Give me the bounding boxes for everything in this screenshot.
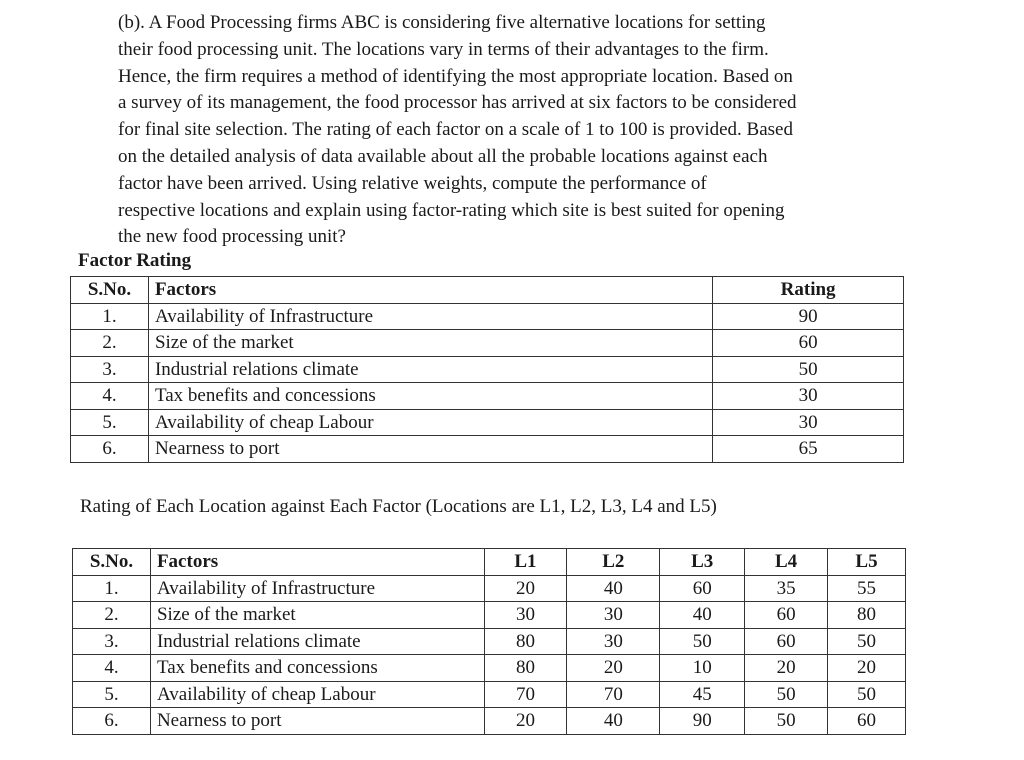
header-l1: L1 (483, 548, 568, 576)
cell-rating: 60 (712, 329, 904, 357)
question-line: the new food processing unit? (118, 226, 346, 248)
table-row: 6. Nearness to port 20 40 90 50 60 (72, 707, 906, 735)
cell-sno: 4. (70, 382, 149, 410)
question-line: their food processing unit. The location… (118, 38, 769, 60)
cell-sno: 3. (70, 355, 149, 383)
cell-sno: 3. (72, 627, 151, 655)
header-l3: L3 (659, 548, 746, 576)
cell-l5: 50 (827, 680, 906, 708)
table-header-row: S.No. Factors Rating (70, 276, 904, 304)
cell-l4: 35 (744, 574, 829, 602)
header-l4: L4 (744, 548, 829, 576)
cell-l5: 50 (827, 627, 906, 655)
cell-factor: Size of the market (147, 329, 714, 357)
cell-l5: 60 (827, 707, 906, 735)
question-line: respective locations and explain using f… (118, 199, 785, 221)
header-sno: S.No. (70, 276, 149, 304)
header-sno: S.No. (72, 548, 151, 576)
cell-rating: 50 (712, 355, 904, 383)
cell-sno: 1. (72, 574, 151, 602)
cell-l2: 20 (566, 654, 661, 682)
cell-factor: Nearness to port (149, 707, 485, 735)
cell-l2: 40 (566, 707, 661, 735)
cell-rating: 30 (712, 382, 904, 410)
cell-l4: 50 (744, 680, 829, 708)
table-header-row: S.No. Factors L1 L2 L3 L4 L5 (72, 548, 906, 576)
cell-sno: 2. (70, 329, 149, 357)
cell-l5: 20 (827, 654, 906, 682)
cell-rating: 90 (712, 302, 904, 330)
cell-sno: 1. (70, 302, 149, 330)
cell-factor: Size of the market (149, 601, 485, 629)
cell-l3: 90 (659, 707, 746, 735)
cell-rating: 65 (712, 435, 904, 463)
location-table-caption: Rating of Each Location against Each Fac… (80, 496, 717, 517)
location-rating-table: S.No. Factors L1 L2 L3 L4 L5 1. Availabil… (72, 548, 906, 735)
table-row: 2. Size of the market 30 30 40 60 80 (72, 601, 906, 629)
cell-l2: 30 (566, 627, 661, 655)
cell-factor: Industrial relations climate (149, 627, 485, 655)
factor-rating-table: S.No. Factors Rating 1. Availability of I… (70, 276, 904, 463)
cell-rating: 30 (712, 408, 904, 436)
table-row: 3. Industrial relations climate 50 (70, 355, 904, 383)
cell-l3: 50 (659, 627, 746, 655)
cell-l2: 40 (566, 574, 661, 602)
cell-l1: 20 (483, 574, 568, 602)
cell-l3: 10 (659, 654, 746, 682)
cell-l4: 50 (744, 707, 829, 735)
cell-sno: 2. (72, 601, 151, 629)
cell-l4: 60 (744, 627, 829, 655)
table-row: 1. Availability of Infrastructure 20 40 60 35… (72, 574, 906, 602)
cell-l3: 40 (659, 601, 746, 629)
cell-l2: 30 (566, 601, 661, 629)
table-row: 4. Tax benefits and concessions 30 (70, 382, 904, 410)
table-row: 6. Nearness to port 65 (70, 435, 904, 463)
table-row: 1. Availability of Infrastructure 90 (70, 302, 904, 330)
question-line: for final site selection. The rating of … (118, 119, 793, 141)
cell-l1: 20 (483, 707, 568, 735)
table-row: 4. Tax benefits and concessions 80 20 10 20 20 (72, 654, 906, 682)
cell-factor: Tax benefits and concessions (149, 654, 485, 682)
cell-l4: 60 (744, 601, 829, 629)
cell-l1: 80 (483, 654, 568, 682)
cell-l5: 55 (827, 574, 906, 602)
cell-l1: 70 (483, 680, 568, 708)
header-factors: Factors (147, 276, 714, 304)
cell-factor: Nearness to port (147, 435, 714, 463)
cell-sno: 5. (70, 408, 149, 436)
factor-rating-heading: Factor Rating (78, 250, 192, 271)
question-line: a survey of its management, the food pro… (118, 92, 797, 114)
question-line: factor have been arrived. Using relative… (118, 172, 707, 194)
header-l2: L2 (566, 548, 661, 576)
cell-l1: 30 (483, 601, 568, 629)
cell-l3: 45 (659, 680, 746, 708)
cell-factor: Availability of Infrastructure (149, 574, 485, 602)
question-line: on the detailed analysis of data availab… (118, 145, 768, 167)
table-row: 5. Availability of cheap Labour 30 (70, 408, 904, 436)
cell-factor: Industrial relations climate (147, 355, 714, 383)
cell-l1: 80 (483, 627, 568, 655)
question-line: (b). A Food Processing firms ABC is cons… (118, 12, 766, 33)
question-line: Hence, the firm requires a method of ide… (118, 65, 793, 87)
table-row: 3. Industrial relations climate 80 30 50 60 50 (72, 627, 906, 655)
cell-sno: 6. (70, 435, 149, 463)
cell-l5: 80 (827, 601, 906, 629)
cell-l4: 20 (744, 654, 829, 682)
header-factors: Factors (149, 548, 485, 576)
header-l5: L5 (827, 548, 906, 576)
cell-sno: 5. (72, 680, 151, 708)
table-row: 2. Size of the market 60 (70, 329, 904, 357)
cell-factor: Tax benefits and concessions (147, 382, 714, 410)
cell-l3: 60 (659, 574, 746, 602)
table-row: 5. Availability of cheap Labour 70 70 45 50 50 (72, 680, 906, 708)
cell-l2: 70 (566, 680, 661, 708)
question-paragraph: (b). A Food Processing firms ABC is cons… (118, 10, 958, 251)
cell-factor: Availability of Infrastructure (147, 302, 714, 330)
cell-factor: Availability of cheap Labour (147, 408, 714, 436)
header-rating: Rating (712, 276, 904, 304)
cell-sno: 4. (72, 654, 151, 682)
cell-factor: Availability of cheap Labour (149, 680, 485, 708)
cell-sno: 6. (72, 707, 151, 735)
